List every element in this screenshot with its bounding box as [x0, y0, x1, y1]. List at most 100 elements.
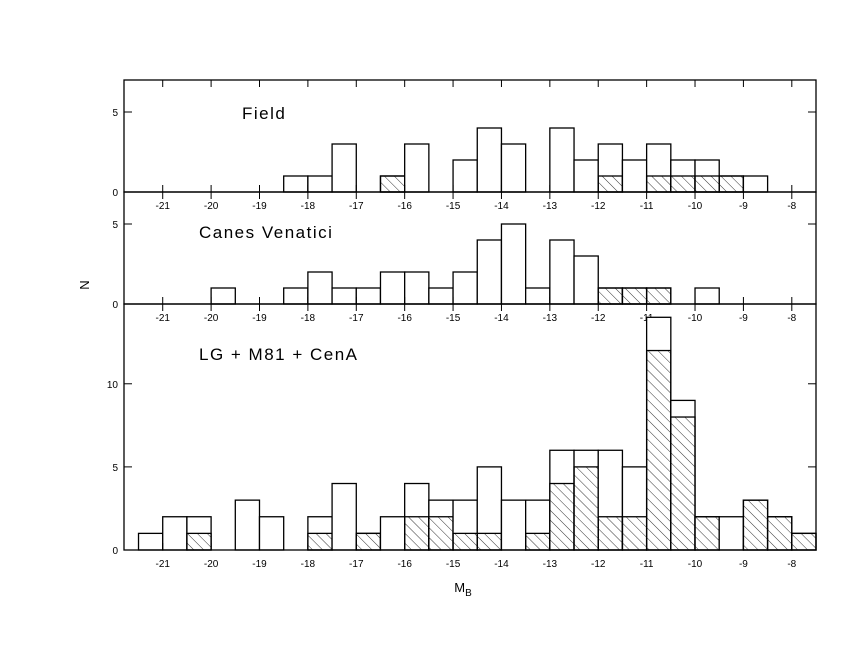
x-tick-label: -20	[204, 313, 219, 324]
bar	[331, 287, 357, 305]
x-tick-label: -20	[204, 201, 219, 212]
y-tick-label: 5	[112, 220, 118, 231]
y-tick-label: 0	[112, 300, 118, 311]
x-tick-label: -9	[739, 559, 748, 570]
x-tick-label: -21	[155, 313, 170, 324]
hatched-bar	[645, 175, 672, 193]
bar	[742, 175, 769, 193]
hatched-bar	[307, 532, 333, 551]
y-tick-label: 0	[112, 546, 118, 557]
x-tick-label: -10	[688, 313, 703, 324]
x-tick-label: -15	[446, 201, 461, 212]
x-tick-label: -19	[252, 559, 267, 570]
bar	[500, 499, 527, 551]
x-tick-label: -20	[204, 559, 219, 570]
x-tick-label: -21	[155, 201, 170, 212]
bar	[549, 239, 575, 305]
bar	[404, 143, 430, 193]
bar	[307, 175, 333, 193]
bar	[694, 287, 720, 305]
bar	[476, 127, 503, 193]
hatched-bar	[573, 466, 599, 551]
x-tick-label: -18	[301, 313, 316, 324]
hatched-bar	[621, 516, 648, 551]
x-tick-label: -17	[349, 313, 364, 324]
hatched-bar	[597, 287, 624, 305]
hatched-bar	[645, 349, 672, 551]
x-tick-label: -9	[739, 313, 748, 324]
x-tick-label: -17	[349, 201, 364, 212]
bar	[379, 516, 406, 551]
x-tick-label: -15	[446, 313, 461, 324]
x-axis-label-sub: B	[465, 588, 472, 599]
hatched-bar	[670, 175, 696, 193]
x-tick-label: -15	[446, 559, 461, 570]
hatched-bar	[476, 532, 503, 551]
bar	[162, 516, 188, 551]
hatched-bar	[742, 499, 769, 551]
bar	[234, 499, 261, 551]
bar	[331, 482, 357, 551]
hatched-bar	[766, 516, 793, 551]
bar	[718, 516, 745, 551]
x-tick-label: -18	[301, 559, 316, 570]
hatched-bar	[718, 175, 745, 193]
bar	[404, 271, 430, 305]
bar	[258, 516, 285, 551]
x-tick-label: -11	[640, 201, 654, 212]
bar	[573, 255, 599, 305]
x-tick-label: -16	[397, 201, 412, 212]
bar	[355, 287, 382, 305]
x-tick-label: -14	[494, 559, 509, 570]
hatched-bar	[379, 175, 406, 193]
hatched-bar	[670, 416, 696, 551]
bar	[428, 287, 454, 305]
hatched-bar	[549, 482, 575, 551]
panel-label: Canes Venatici	[199, 223, 333, 242]
bar	[307, 271, 333, 305]
y-tick-label: 10	[107, 380, 119, 391]
y-axis-label: N	[77, 280, 92, 289]
x-tick-label: -17	[349, 559, 364, 570]
bar	[331, 143, 357, 193]
bar	[283, 287, 309, 305]
hatched-bar	[597, 175, 624, 193]
hatched-bar	[597, 516, 624, 551]
bar	[137, 532, 164, 551]
bar	[210, 287, 236, 305]
panel-frame	[123, 303, 817, 551]
bar	[525, 287, 551, 305]
x-tick-label: -21	[155, 559, 170, 570]
hatched-bar	[525, 532, 551, 551]
y-tick-label: 5	[112, 108, 118, 119]
hatched-bar	[694, 175, 720, 193]
panel-label: Field	[242, 104, 286, 123]
x-tick-label: -14	[494, 313, 509, 324]
x-tick-label: -13	[543, 559, 558, 570]
hatched-bar	[791, 532, 817, 551]
hatched-bar	[694, 516, 720, 551]
bar	[452, 271, 478, 305]
x-tick-label: -13	[543, 201, 558, 212]
x-axis-label: MB	[454, 580, 472, 599]
x-tick-label: -11	[640, 559, 654, 570]
y-tick-label: 0	[112, 188, 118, 199]
x-tick-label: -12	[591, 313, 606, 324]
bar	[452, 159, 478, 193]
x-tick-label: -10	[688, 559, 703, 570]
bar	[283, 175, 309, 193]
bar	[500, 223, 527, 305]
bar	[621, 159, 648, 193]
y-tick-label: 5	[112, 463, 118, 474]
bar	[476, 239, 503, 305]
hatched-bar	[645, 287, 672, 305]
x-tick-label: -9	[739, 201, 748, 212]
bar	[500, 143, 527, 193]
x-tick-label: -8	[787, 559, 796, 570]
hatched-bar	[621, 287, 648, 305]
hatched-bar	[355, 532, 382, 551]
plot-area: -21 -20 -19 -18 -17 -16 -15 -14 -13 -12 -11 -10 -9 -8…	[77, 79, 817, 599]
x-tick-label: -8	[787, 313, 796, 324]
bar	[549, 127, 575, 193]
